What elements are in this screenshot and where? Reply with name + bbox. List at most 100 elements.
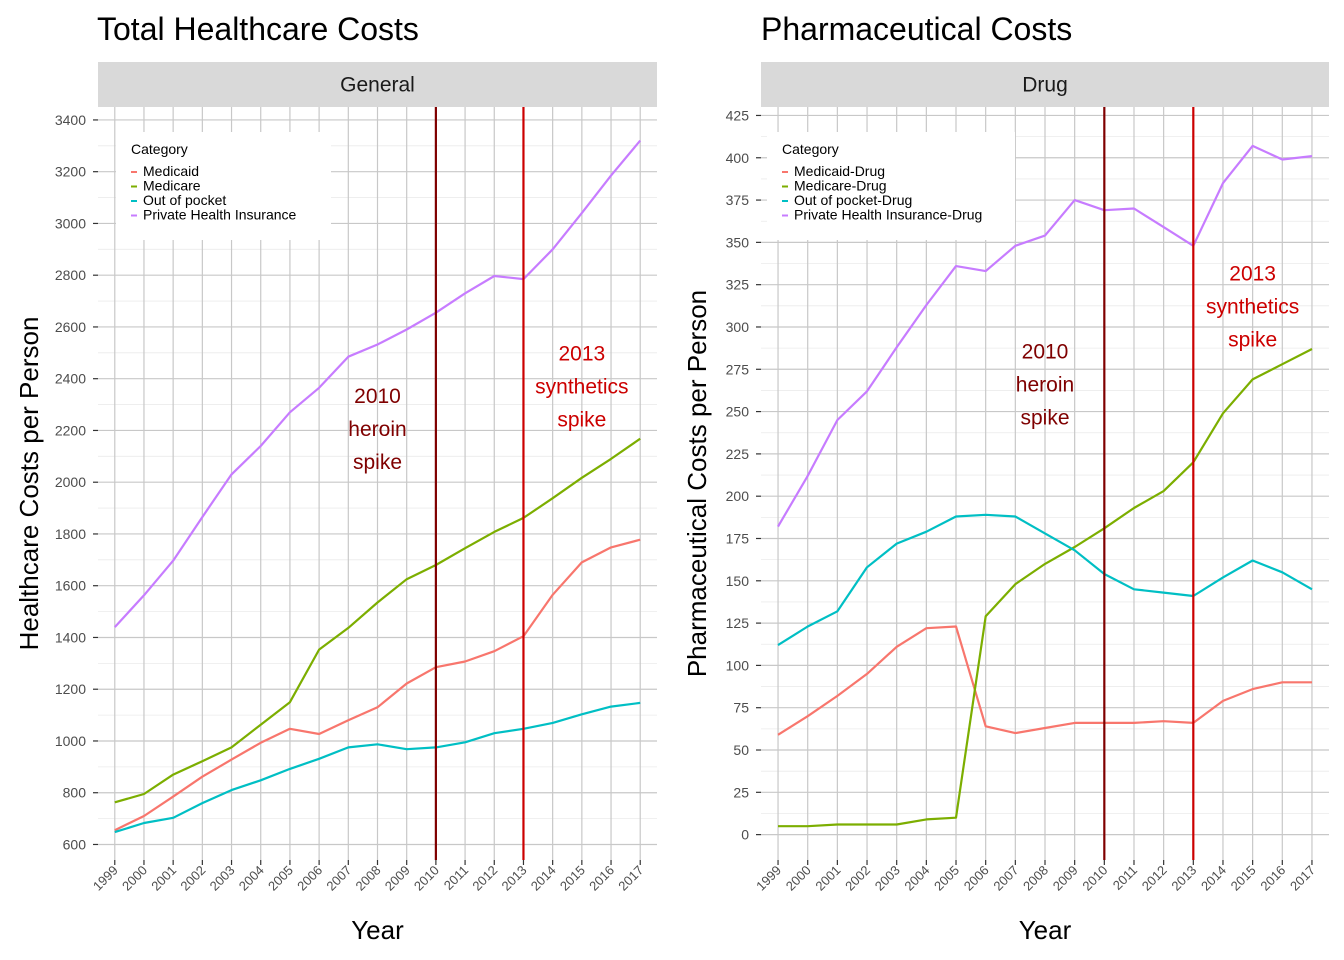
y-tick-label: 1600 bbox=[55, 578, 86, 594]
x-axis-title: Year bbox=[351, 915, 404, 945]
annotation-text: spike bbox=[1228, 329, 1277, 352]
y-tick-label: 0 bbox=[741, 827, 749, 843]
y-tick-label: 1400 bbox=[55, 629, 86, 645]
y-tick-label: 225 bbox=[726, 446, 750, 462]
y-tick-label: 1800 bbox=[55, 526, 86, 542]
x-tick-label: 2004 bbox=[236, 863, 267, 894]
y-tick-label: 175 bbox=[726, 530, 750, 546]
x-tick-label: 1999 bbox=[753, 863, 784, 894]
y-tick-label: 1200 bbox=[55, 681, 86, 697]
x-tick-label: 2012 bbox=[1139, 863, 1170, 894]
y-tick-label: 300 bbox=[726, 319, 750, 335]
x-tick-label: 2015 bbox=[1228, 863, 1259, 894]
y-tick-label: 3000 bbox=[55, 215, 86, 231]
x-tick-label: 2000 bbox=[119, 863, 150, 894]
series-line-medicare bbox=[114, 437, 641, 804]
y-tick-label: 600 bbox=[63, 836, 87, 852]
series-line-out_of_pocket bbox=[114, 701, 641, 834]
y-tick-label: 100 bbox=[726, 657, 750, 673]
legend-background bbox=[767, 132, 1015, 240]
y-tick-label: 425 bbox=[726, 107, 750, 123]
y-tick-label: 25 bbox=[733, 784, 749, 800]
x-tick-label: 2001 bbox=[148, 863, 179, 894]
y-axis-title: Healthcare Costs per Person bbox=[14, 317, 44, 651]
annotation-text: heroin bbox=[1016, 374, 1074, 397]
x-tick-label: 2014 bbox=[528, 863, 559, 894]
x-tick-label: 2010 bbox=[1079, 863, 1110, 894]
y-tick-label: 1000 bbox=[55, 733, 86, 749]
y-tick-label: 350 bbox=[726, 234, 750, 250]
legend-background bbox=[116, 132, 331, 240]
legend-item-label: Medicare-Drug bbox=[794, 178, 887, 194]
y-tick-label: 2000 bbox=[55, 474, 86, 490]
legend-item-label: Medicare bbox=[143, 178, 201, 194]
y-tick-label: 325 bbox=[726, 277, 750, 293]
series-line-medicare bbox=[778, 348, 1313, 828]
x-tick-label: 2006 bbox=[294, 863, 325, 894]
x-tick-label: 2003 bbox=[207, 863, 238, 894]
x-tick-label: 2005 bbox=[931, 863, 962, 894]
legend-item-label: Medicaid bbox=[143, 163, 199, 179]
x-tick-label: 2004 bbox=[901, 863, 932, 894]
legend-title: Category bbox=[131, 141, 188, 157]
x-tick-label: 2013 bbox=[499, 863, 530, 894]
series-line-private bbox=[777, 144, 1313, 528]
facet-strip-label: Drug bbox=[1022, 74, 1068, 97]
annotation-text: synthetics bbox=[1206, 296, 1299, 319]
annotation-text: synthetics bbox=[535, 375, 628, 398]
annotation-text: heroin bbox=[348, 418, 406, 441]
y-tick-label: 75 bbox=[733, 700, 749, 716]
chart-panel-1: 600 800 1000 1200 1400 1600 1800 2000 2200 2400 26… bbox=[14, 11, 657, 945]
x-tick-label: 2011 bbox=[441, 863, 471, 893]
y-tick-label: 150 bbox=[726, 573, 750, 589]
annotation-text: 2013 bbox=[1229, 263, 1276, 286]
legend-item-label: Out of pocket bbox=[143, 192, 226, 208]
legend-item-label: Medicaid-Drug bbox=[794, 163, 885, 179]
y-tick-label: 2400 bbox=[55, 371, 86, 387]
facet-strip bbox=[98, 62, 657, 107]
series-line-medicaid bbox=[114, 538, 641, 832]
x-tick-label: 2014 bbox=[1198, 863, 1229, 894]
y-tick-label: 400 bbox=[726, 150, 750, 166]
y-tick-label: 50 bbox=[733, 742, 749, 758]
x-tick-label: 2011 bbox=[1110, 863, 1140, 893]
x-tick-label: 2003 bbox=[872, 863, 903, 894]
x-tick-label: 2009 bbox=[1050, 863, 1081, 894]
x-tick-label: 2008 bbox=[353, 863, 384, 894]
facet-strip bbox=[761, 62, 1329, 107]
x-tick-label: 2002 bbox=[177, 863, 208, 894]
x-tick-label: 2012 bbox=[469, 863, 500, 894]
y-tick-label: 2800 bbox=[55, 267, 86, 283]
x-tick-label: 2016 bbox=[586, 863, 617, 894]
x-tick-label: 2017 bbox=[615, 863, 646, 894]
y-tick-label: 2200 bbox=[55, 422, 86, 438]
legend-item-label: Private Health Insurance bbox=[143, 207, 297, 223]
x-tick-label: 2000 bbox=[783, 863, 814, 894]
y-tick-label: 275 bbox=[726, 361, 750, 377]
x-tick-label: 2008 bbox=[1020, 863, 1051, 894]
x-tick-label: 2001 bbox=[812, 863, 843, 894]
y-tick-label: 3400 bbox=[55, 112, 86, 128]
annotation-text: 2013 bbox=[558, 342, 605, 365]
chart-title: Total Healthcare Costs bbox=[97, 11, 419, 47]
legend-item-label: Private Health Insurance-Drug bbox=[794, 207, 982, 223]
legend-title: Category bbox=[782, 141, 839, 157]
series-line-medicaid bbox=[777, 625, 1312, 736]
series-line-out_of_pocket bbox=[777, 513, 1313, 647]
chart-title: Pharmaceutical Costs bbox=[761, 11, 1072, 47]
y-tick-label: 2600 bbox=[55, 319, 86, 335]
annotation-text: spike bbox=[353, 451, 402, 474]
x-tick-label: 2017 bbox=[1287, 863, 1318, 894]
x-tick-label: 2006 bbox=[961, 863, 992, 894]
x-tick-label: 2009 bbox=[382, 863, 413, 894]
x-tick-label: 1999 bbox=[90, 863, 121, 894]
chart-panel-2: 0 25 50 75 100 125 150 175 200 225 250 275 300 325 350… bbox=[682, 11, 1329, 945]
y-tick-label: 125 bbox=[726, 615, 750, 631]
y-tick-label: 375 bbox=[726, 192, 750, 208]
x-tick-label: 2010 bbox=[411, 863, 442, 894]
y-tick-label: 250 bbox=[726, 404, 750, 420]
x-tick-label: 2013 bbox=[1168, 863, 1199, 894]
